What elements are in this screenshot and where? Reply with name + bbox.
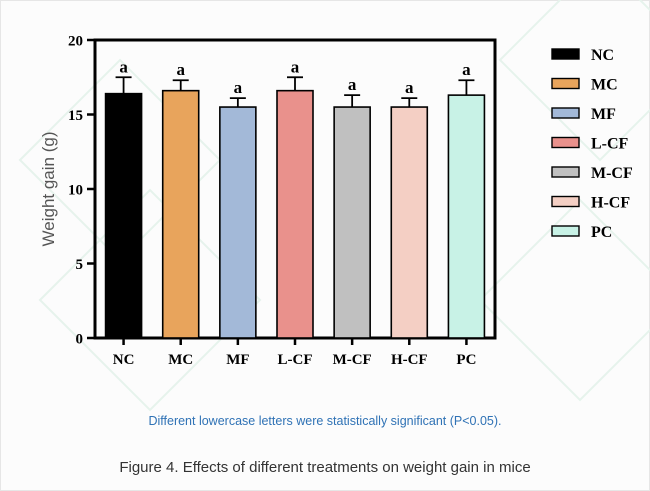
bar-group: a xyxy=(219,78,257,339)
bar xyxy=(276,89,314,339)
bar xyxy=(447,94,486,339)
legend-label: NC xyxy=(591,47,614,64)
bars-layer: a a a a a a a xyxy=(104,57,486,339)
figure-caption: Figure 4. Effects of different treatment… xyxy=(119,459,531,476)
bar-group: a xyxy=(104,57,143,339)
y-tick-label: 0 xyxy=(76,332,84,348)
y-tick-label: 5 xyxy=(76,257,84,273)
legend-item: NC xyxy=(551,47,614,64)
x-tick-label: MC xyxy=(168,352,193,368)
legend-swatch xyxy=(551,107,580,119)
x-axis: NC MC MF L-CF M-CF H-CF PC xyxy=(113,338,476,368)
x-tick-label: MF xyxy=(226,352,249,368)
legend-item: PC xyxy=(551,224,612,241)
legend-swatch xyxy=(551,136,580,149)
bar xyxy=(333,106,371,339)
bar xyxy=(219,106,257,339)
bar xyxy=(161,89,200,339)
y-tick-label: 10 xyxy=(68,183,83,199)
legend-item: MF xyxy=(551,106,616,123)
x-tick-label: NC xyxy=(113,352,135,368)
y-tick-label: 20 xyxy=(68,34,83,50)
legend: NC MC MF L-CF M-CF H-CF PC xyxy=(551,47,633,241)
legend-label: PC xyxy=(591,224,612,241)
legend-swatch xyxy=(551,225,580,237)
legend-label: L-CF xyxy=(591,136,629,153)
bar-group: a xyxy=(161,60,200,339)
significance-letter: a xyxy=(234,78,243,97)
x-tick-label: PC xyxy=(456,352,476,368)
legend-label: MC xyxy=(591,77,618,94)
significance-letter: a xyxy=(119,57,128,76)
legend-swatch xyxy=(551,77,580,90)
x-tick-label: H-CF xyxy=(391,352,428,368)
bar-group: a xyxy=(390,78,429,339)
bar-chart: 0 5 10 15 20 NC MC MF L-CF M-CF H-CF PC a a a a a a a NC… xyxy=(39,34,633,369)
significance-letter: a xyxy=(348,75,357,94)
y-axis-label: Weight gain (g) xyxy=(39,132,58,247)
x-tick-label: L-CF xyxy=(278,352,313,368)
significance-letter: a xyxy=(405,78,414,97)
legend-swatch xyxy=(551,48,580,60)
legend-label: H-CF xyxy=(591,195,630,212)
legend-item: L-CF xyxy=(551,136,629,153)
legend-label: MF xyxy=(591,106,616,123)
legend-item: MC xyxy=(551,77,618,94)
legend-swatch xyxy=(551,166,580,178)
bar-group: a xyxy=(447,60,486,339)
bar xyxy=(104,92,143,339)
bar-group: a xyxy=(276,57,314,339)
significance-note: Different lowercase letters were statist… xyxy=(148,414,502,428)
legend-item: M-CF xyxy=(551,165,633,182)
legend-swatch xyxy=(551,195,580,208)
legend-item: H-CF xyxy=(551,195,630,212)
bar-group: a xyxy=(333,75,371,339)
y-tick-label: 15 xyxy=(68,108,83,124)
x-tick-label: M-CF xyxy=(333,352,372,368)
bar xyxy=(390,106,429,339)
significance-letter: a xyxy=(291,57,300,76)
significance-letter: a xyxy=(176,60,185,79)
legend-label: M-CF xyxy=(591,165,633,182)
significance-letter: a xyxy=(462,60,471,79)
